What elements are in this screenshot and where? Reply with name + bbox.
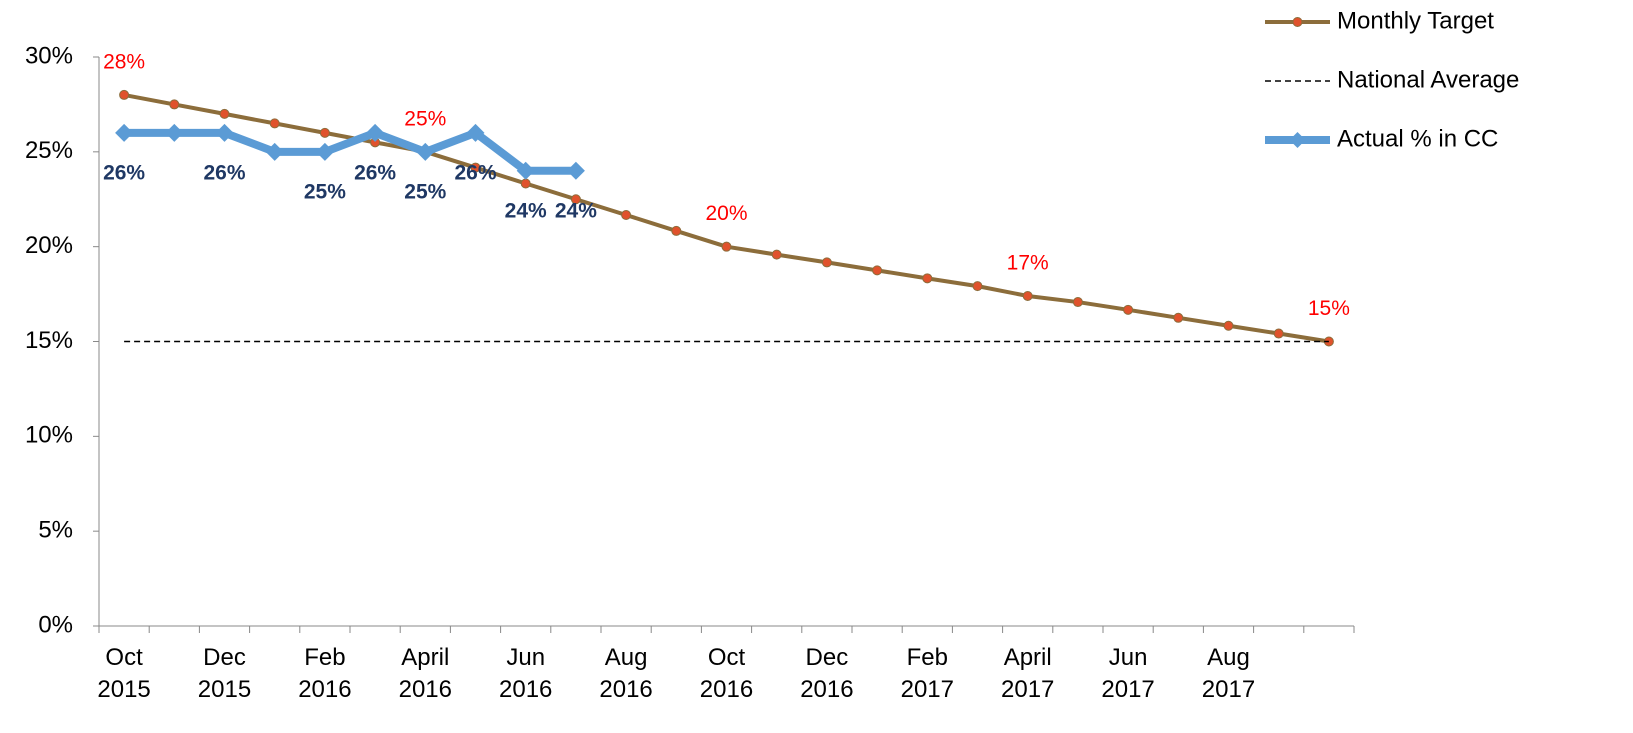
x-tick-label: Oct 2015 [97,644,150,703]
x-tick-label-line: Dec [203,644,246,671]
point [1123,304,1134,315]
point [621,209,632,220]
point [1072,297,1083,308]
point [1223,320,1234,331]
point [219,108,230,119]
x-tick-label: April 2017 [1001,644,1054,703]
y-tick-label: 20% [25,232,73,259]
x-tick-label-line: 2016 [800,676,853,703]
y-tick-label: 0% [38,611,73,638]
x-tick-label-line: 2016 [599,676,652,703]
legend-marker [1289,132,1306,148]
y-tick-label: 30% [25,42,73,69]
x-tick-label-line: 2016 [298,676,351,703]
data-label: 20% [705,202,747,225]
x-tick-label: Aug 2016 [599,644,652,703]
point [119,89,130,100]
point [872,265,883,276]
data-label: 26% [103,161,145,184]
data-label: 24% [505,199,547,222]
point [416,142,435,161]
point [169,99,180,110]
y-tick-label: 5% [38,517,73,544]
x-tick-label-line: 2017 [901,676,954,703]
x-tick-label-line: 2016 [499,676,552,703]
data-label: 24% [555,199,597,222]
x-tick-label-line: 2017 [1101,676,1154,703]
x-tick-label-line: April [1004,644,1052,671]
x-tick-label: Dec 2015 [198,644,251,703]
x-tick-label-line: 2017 [1001,676,1054,703]
data-label: 28% [103,50,145,73]
x-tick-label: Dec 2016 [800,644,853,703]
point [1022,290,1033,301]
x-tick-label-line: Feb [907,644,948,671]
data-label: 25% [404,180,446,203]
point [1273,328,1284,339]
point [470,162,481,173]
data-label: 25% [404,107,446,130]
point [922,273,933,284]
point [821,257,832,268]
data-label: 15% [1308,297,1350,320]
y-tick-label: 10% [25,422,73,449]
point [269,118,280,129]
x-tick-label-line: 2016 [399,676,452,703]
data-label: 26% [354,161,396,184]
point [671,225,682,236]
x-tick-label-line: 2017 [1202,676,1255,703]
x-tick-label-line: April [401,644,449,671]
x-tick-label: Oct 2016 [700,644,753,703]
point [215,123,234,142]
data-label: 25% [304,180,346,203]
point [972,281,983,292]
point [319,127,330,138]
x-tick-label: Jun 2016 [499,644,552,703]
x-tick-label-line: Aug [605,644,648,671]
point [315,142,334,161]
point [516,161,535,180]
data-label: 17% [1007,252,1049,275]
x-tick-label-line: Feb [304,644,345,671]
point [366,123,385,142]
y-tick-label: 15% [25,327,73,354]
point [570,194,581,205]
x-tick-label: Feb 2017 [901,644,954,703]
legend-label: Actual % in CC [1337,125,1498,152]
x-tick-label-line: Aug [1207,644,1250,671]
x-tick-label: April 2016 [399,644,452,703]
y-tick-label: 25% [25,137,73,164]
point [115,123,134,142]
point [721,241,732,252]
x-tick-label-line: Jun [506,644,545,671]
legend-label: Monthly Target [1337,7,1494,34]
x-tick-label-line: 2015 [97,676,150,703]
x-tick-label-line: Oct [708,644,746,671]
point [566,161,585,180]
data-label: 26% [454,161,496,184]
data-label: 26% [203,161,245,184]
x-tick-label-line: Jun [1109,644,1148,671]
x-tick-label: Feb 2016 [298,644,351,703]
x-tick-label: Aug 2017 [1202,644,1255,703]
point [165,123,184,142]
x-tick-label-line: 2016 [700,676,753,703]
series-line [124,128,576,175]
x-tick-label-line: 2015 [198,676,251,703]
x-tick-label-line: Oct [105,644,143,671]
legend-label: National Average [1337,66,1519,93]
point [265,142,284,161]
point [466,123,485,142]
point [1173,312,1184,323]
legend-marker [1292,17,1303,27]
x-tick-label-line: Dec [806,644,849,671]
point [771,249,782,260]
point [520,178,531,189]
x-tick-label: Jun 2017 [1101,644,1154,703]
